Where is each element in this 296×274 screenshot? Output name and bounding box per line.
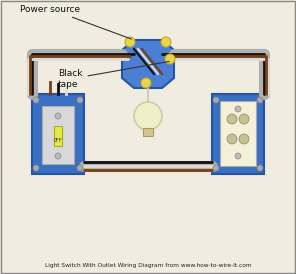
Bar <box>54 126 62 146</box>
FancyBboxPatch shape <box>212 94 264 174</box>
Circle shape <box>55 113 61 119</box>
Circle shape <box>257 165 263 171</box>
Circle shape <box>239 134 249 144</box>
Circle shape <box>235 153 241 159</box>
Circle shape <box>125 37 135 47</box>
Circle shape <box>235 106 241 112</box>
Circle shape <box>77 165 83 171</box>
Circle shape <box>134 102 162 130</box>
Circle shape <box>165 54 175 64</box>
Bar <box>220 101 256 166</box>
Circle shape <box>227 114 237 124</box>
Circle shape <box>141 78 151 88</box>
Circle shape <box>55 153 61 159</box>
Circle shape <box>33 97 39 103</box>
Circle shape <box>257 97 263 103</box>
Text: OFF: OFF <box>54 138 62 144</box>
Circle shape <box>77 97 83 103</box>
Text: Black
tape: Black tape <box>58 61 169 89</box>
Bar <box>143 128 153 136</box>
Circle shape <box>213 165 219 171</box>
Text: Light Switch With Outlet Wiring Diagram from www.how-to-wire-it.com: Light Switch With Outlet Wiring Diagram … <box>45 263 251 268</box>
Circle shape <box>33 165 39 171</box>
Circle shape <box>227 134 237 144</box>
FancyBboxPatch shape <box>32 94 84 174</box>
Circle shape <box>161 37 171 47</box>
Text: Power source: Power source <box>20 4 131 39</box>
Polygon shape <box>122 40 174 88</box>
Bar <box>42 106 74 164</box>
Circle shape <box>239 114 249 124</box>
Circle shape <box>213 97 219 103</box>
